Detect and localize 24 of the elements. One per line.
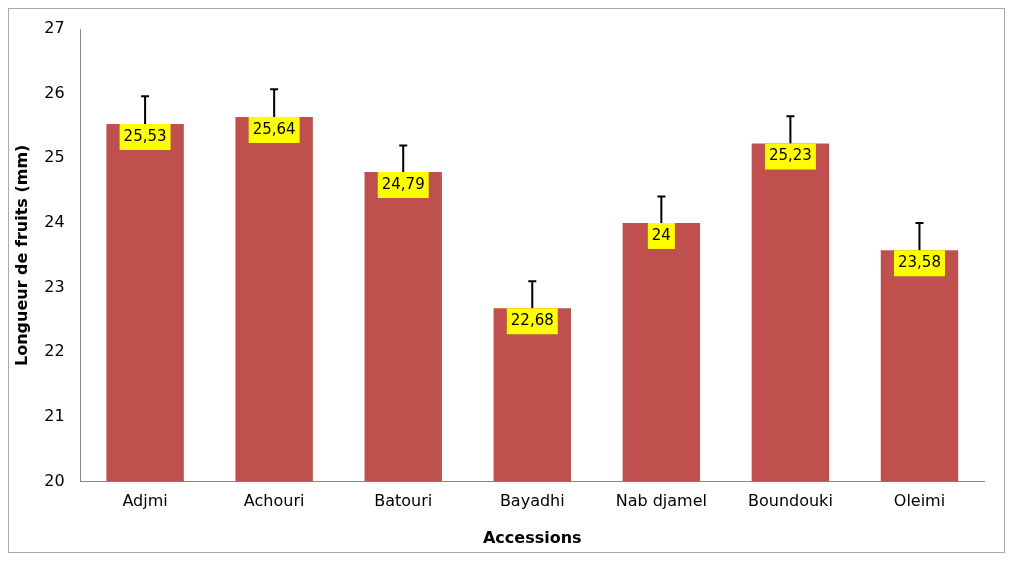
y-tick-label: 23 [44, 276, 65, 296]
data-label: 25,53 [123, 126, 167, 145]
data-label: 24 [651, 225, 671, 244]
x-tick-label: Achouri [243, 491, 305, 511]
y-tick-label: 25 [44, 147, 65, 167]
y-axis-title: Longueur de fruits (mm) [11, 144, 31, 367]
x-tick-label: Batouri [374, 491, 433, 511]
data-label: 25,23 [768, 146, 812, 165]
y-tick-label: 21 [44, 406, 65, 426]
x-tick-label: Bayadhi [499, 491, 565, 511]
data-label: 22,68 [510, 311, 554, 330]
x-tick-label: Adjmi [122, 491, 168, 511]
x-tick-label: Oleimi [893, 491, 946, 511]
y-tick-label: 27 [44, 18, 65, 38]
y-tick-label: 26 [44, 82, 65, 102]
y-tick-label: 24 [44, 212, 65, 232]
x-tick-label: Boundouki [747, 491, 833, 511]
x-tick-label: Nab djamel [615, 491, 707, 511]
data-label: 25,64 [252, 119, 296, 138]
data-label: 23,58 [897, 253, 941, 272]
data-label: 24,79 [381, 174, 425, 193]
y-tick-label: 22 [44, 341, 65, 361]
y-tick-label: 20 [44, 470, 65, 490]
x-axis-title: Accessions [482, 527, 582, 547]
